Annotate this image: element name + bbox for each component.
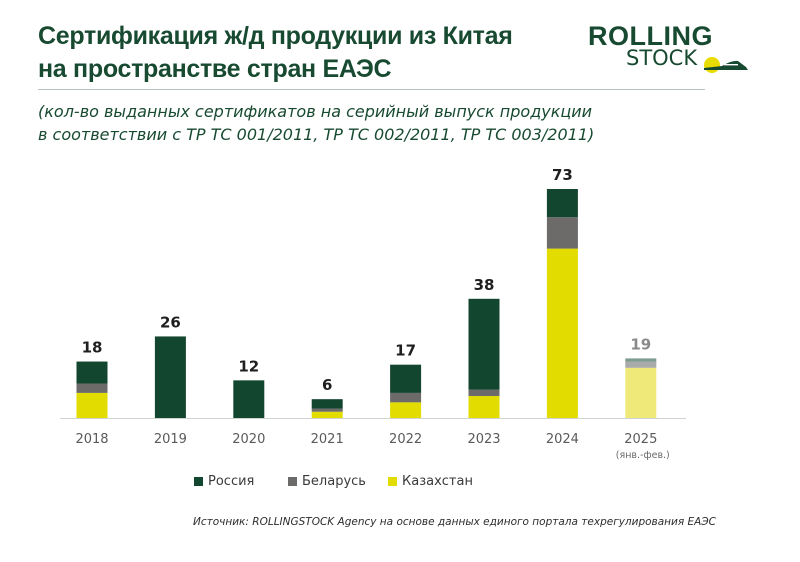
x-tick-label-2018: 2018 bbox=[75, 432, 108, 447]
sun-train-icon bbox=[704, 57, 748, 73]
logo-text-stock: STOCK bbox=[626, 46, 698, 70]
bar-segment-2022-Беларусь bbox=[390, 392, 422, 403]
rollingstock-logo: ROLLING STOCK bbox=[588, 22, 758, 80]
x-tick-label-2023: 2023 bbox=[467, 432, 500, 447]
bar-segment-2021-Россия bbox=[311, 399, 343, 409]
x-tick-note-2025: (янв.-фев.) bbox=[616, 450, 670, 461]
source-note: Источник: ROLLINGSTOCK Agency на основе … bbox=[193, 516, 717, 528]
data-label-2019: 26 bbox=[160, 313, 181, 331]
bar-segment-2025-Беларусь bbox=[625, 361, 657, 368]
bar-segment-2021-Беларусь bbox=[311, 408, 343, 412]
stacked-bar-chart: 18 2018 26 2019 12 2020 6 2021 17 2022 38 2023 73 202… bbox=[60, 166, 686, 461]
logo-train-window bbox=[724, 64, 738, 66]
legend-swatch-belarus bbox=[288, 477, 297, 486]
x-tick-label-2024: 2024 bbox=[546, 432, 579, 447]
header-divider bbox=[38, 89, 705, 90]
bar-stack-2025 bbox=[625, 358, 657, 418]
bar-segment-2018-Беларусь bbox=[76, 383, 108, 393]
bar-segment-2025-Россия bbox=[625, 358, 657, 362]
x-tick-label-2022: 2022 bbox=[389, 432, 422, 447]
logo-train-shape bbox=[704, 60, 748, 70]
data-label-2023: 38 bbox=[474, 276, 495, 294]
bar-segment-2024-Россия bbox=[546, 189, 578, 218]
bar-segment-2024-Беларусь bbox=[546, 217, 578, 249]
logo-sun-circle bbox=[704, 57, 720, 73]
data-label-2022: 17 bbox=[395, 342, 416, 360]
bar-stack-2020 bbox=[233, 380, 265, 418]
bar-segment-2018-Казахстан bbox=[76, 392, 108, 418]
chart-subtitle-line-1: (кол-во выданных сертификатов на серийны… bbox=[38, 102, 593, 121]
data-label-2018: 18 bbox=[82, 339, 103, 357]
bar-segment-2019-Россия bbox=[154, 336, 186, 418]
bar-segment-2022-Россия bbox=[390, 364, 422, 393]
bar-segment-2023-Казахстан bbox=[468, 396, 500, 418]
bar-stack-2021 bbox=[311, 399, 343, 418]
logo-text-rolling: ROLLING bbox=[588, 21, 713, 51]
x-tick-label-2021: 2021 bbox=[311, 432, 344, 447]
bar-segment-2025-Казахстан bbox=[625, 367, 657, 418]
legend-label-russia: Россия bbox=[208, 474, 255, 489]
chart-title-line-1: Сертификация ж/д продукции из Китая bbox=[38, 22, 513, 50]
bar-segment-2018-Россия bbox=[76, 361, 108, 384]
bar-segment-2020-Россия bbox=[233, 380, 265, 418]
data-label-2024: 73 bbox=[552, 166, 573, 184]
bar-stack-2023 bbox=[468, 298, 500, 418]
legend-label-belarus: Беларусь bbox=[302, 474, 366, 489]
chart-subtitle-line-2: в соответствии с ТР ТС 001/2011, ТР ТС 0… bbox=[38, 125, 595, 144]
bar-stack-2024 bbox=[546, 189, 578, 418]
chart-title: Сертификация ж/д продукции из Китая на п… bbox=[38, 20, 578, 86]
x-tick-label-2019: 2019 bbox=[154, 432, 187, 447]
x-tick-label-2025: 2025 bbox=[624, 432, 657, 447]
bar-segment-2023-Беларусь bbox=[468, 389, 500, 397]
data-label-2020: 12 bbox=[238, 357, 259, 375]
chart-title-line-2: на пространстве стран ЕАЭС bbox=[38, 55, 392, 83]
chart-legend: Россия Беларусь Казахстан bbox=[0, 474, 800, 494]
legend-label-kazakhstan: Казахстан bbox=[402, 474, 473, 489]
legend-swatch-kazakhstan bbox=[388, 477, 397, 486]
bar-stack-2022 bbox=[390, 364, 422, 418]
bar-stack-2018 bbox=[76, 361, 108, 418]
bar-segment-2024-Казахстан bbox=[546, 248, 578, 418]
x-tick-label-2020: 2020 bbox=[232, 432, 265, 447]
legend-item-russia: Россия bbox=[194, 474, 254, 489]
chart-subtitle: (кол-во выданных сертификатов на серийны… bbox=[38, 100, 678, 146]
bar-segment-2021-Казахстан bbox=[311, 411, 343, 418]
data-label-2021: 6 bbox=[322, 376, 332, 394]
legend-item-belarus: Беларусь bbox=[288, 474, 366, 489]
bar-segment-2022-Казахстан bbox=[390, 402, 422, 418]
legend-swatch-russia bbox=[194, 477, 203, 486]
legend-item-kazakhstan: Казахстан bbox=[388, 474, 473, 489]
data-label-2025: 19 bbox=[630, 335, 651, 353]
bar-stack-2019 bbox=[154, 336, 186, 418]
bar-segment-2023-Россия bbox=[468, 298, 500, 390]
